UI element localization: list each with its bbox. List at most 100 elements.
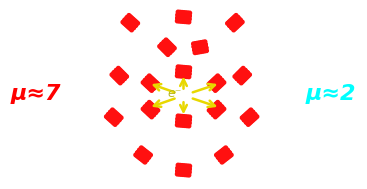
- Ellipse shape: [182, 11, 186, 14]
- Ellipse shape: [147, 155, 151, 159]
- Ellipse shape: [185, 17, 189, 20]
- Ellipse shape: [178, 163, 182, 167]
- Ellipse shape: [204, 46, 208, 50]
- Ellipse shape: [233, 24, 237, 27]
- Ellipse shape: [132, 26, 135, 29]
- Ellipse shape: [213, 103, 217, 107]
- Ellipse shape: [109, 115, 113, 119]
- Ellipse shape: [207, 82, 211, 86]
- Ellipse shape: [219, 83, 223, 87]
- Ellipse shape: [139, 153, 142, 157]
- Ellipse shape: [224, 150, 228, 153]
- Ellipse shape: [176, 65, 180, 69]
- Ellipse shape: [149, 79, 152, 82]
- Ellipse shape: [196, 44, 200, 48]
- Ellipse shape: [134, 153, 138, 157]
- Ellipse shape: [163, 45, 166, 49]
- Ellipse shape: [180, 167, 184, 170]
- Ellipse shape: [182, 71, 185, 75]
- Ellipse shape: [120, 74, 123, 78]
- Ellipse shape: [145, 106, 149, 110]
- Ellipse shape: [119, 77, 123, 81]
- Ellipse shape: [148, 114, 152, 117]
- Ellipse shape: [195, 51, 199, 54]
- Ellipse shape: [186, 115, 190, 119]
- Ellipse shape: [188, 69, 191, 73]
- Ellipse shape: [209, 110, 213, 114]
- Ellipse shape: [126, 24, 129, 28]
- Polygon shape: [177, 73, 190, 77]
- Ellipse shape: [180, 14, 184, 17]
- Polygon shape: [112, 72, 123, 83]
- Ellipse shape: [127, 22, 131, 26]
- Ellipse shape: [152, 113, 156, 116]
- Ellipse shape: [184, 13, 188, 17]
- Ellipse shape: [167, 50, 170, 53]
- Ellipse shape: [248, 121, 251, 125]
- Ellipse shape: [112, 113, 115, 117]
- Ellipse shape: [136, 21, 139, 25]
- Ellipse shape: [210, 106, 214, 109]
- Ellipse shape: [130, 16, 134, 20]
- Ellipse shape: [182, 72, 185, 75]
- Ellipse shape: [141, 107, 145, 111]
- Ellipse shape: [218, 103, 222, 106]
- Ellipse shape: [148, 109, 151, 112]
- Ellipse shape: [215, 79, 218, 82]
- Polygon shape: [108, 112, 119, 122]
- Ellipse shape: [131, 21, 134, 25]
- Ellipse shape: [166, 53, 170, 56]
- Ellipse shape: [176, 121, 179, 124]
- Ellipse shape: [162, 40, 166, 44]
- Ellipse shape: [226, 148, 229, 152]
- Ellipse shape: [237, 76, 240, 79]
- Ellipse shape: [165, 43, 168, 47]
- Ellipse shape: [198, 44, 201, 48]
- Polygon shape: [177, 168, 190, 172]
- Ellipse shape: [152, 86, 156, 90]
- Ellipse shape: [167, 41, 171, 44]
- Ellipse shape: [233, 15, 236, 19]
- Ellipse shape: [163, 50, 167, 54]
- Ellipse shape: [214, 115, 217, 119]
- Ellipse shape: [185, 170, 189, 174]
- Ellipse shape: [161, 44, 165, 48]
- Ellipse shape: [245, 121, 248, 124]
- Ellipse shape: [145, 76, 149, 80]
- Ellipse shape: [127, 26, 131, 29]
- Polygon shape: [143, 107, 154, 117]
- Ellipse shape: [214, 106, 217, 110]
- Ellipse shape: [241, 67, 245, 70]
- Ellipse shape: [237, 20, 241, 23]
- Ellipse shape: [114, 119, 117, 123]
- Ellipse shape: [180, 11, 184, 14]
- Ellipse shape: [184, 167, 188, 171]
- Ellipse shape: [115, 68, 118, 72]
- Ellipse shape: [143, 157, 147, 161]
- Ellipse shape: [149, 105, 152, 109]
- Ellipse shape: [148, 74, 151, 78]
- Text: e⁻: e⁻: [167, 87, 182, 100]
- Ellipse shape: [146, 81, 150, 85]
- Ellipse shape: [232, 16, 235, 20]
- Ellipse shape: [178, 166, 182, 170]
- Ellipse shape: [179, 72, 183, 75]
- Ellipse shape: [218, 102, 221, 106]
- Ellipse shape: [105, 115, 108, 119]
- Ellipse shape: [186, 11, 190, 15]
- Ellipse shape: [186, 69, 189, 73]
- Ellipse shape: [151, 82, 155, 85]
- Ellipse shape: [239, 72, 243, 76]
- Ellipse shape: [149, 75, 153, 79]
- Ellipse shape: [194, 44, 198, 48]
- Ellipse shape: [148, 83, 151, 86]
- Ellipse shape: [178, 71, 181, 75]
- Ellipse shape: [188, 72, 191, 76]
- Ellipse shape: [116, 117, 119, 121]
- Ellipse shape: [109, 111, 112, 114]
- Ellipse shape: [222, 150, 226, 154]
- Ellipse shape: [149, 102, 153, 105]
- Ellipse shape: [199, 47, 202, 50]
- Ellipse shape: [123, 22, 126, 25]
- Ellipse shape: [113, 72, 117, 76]
